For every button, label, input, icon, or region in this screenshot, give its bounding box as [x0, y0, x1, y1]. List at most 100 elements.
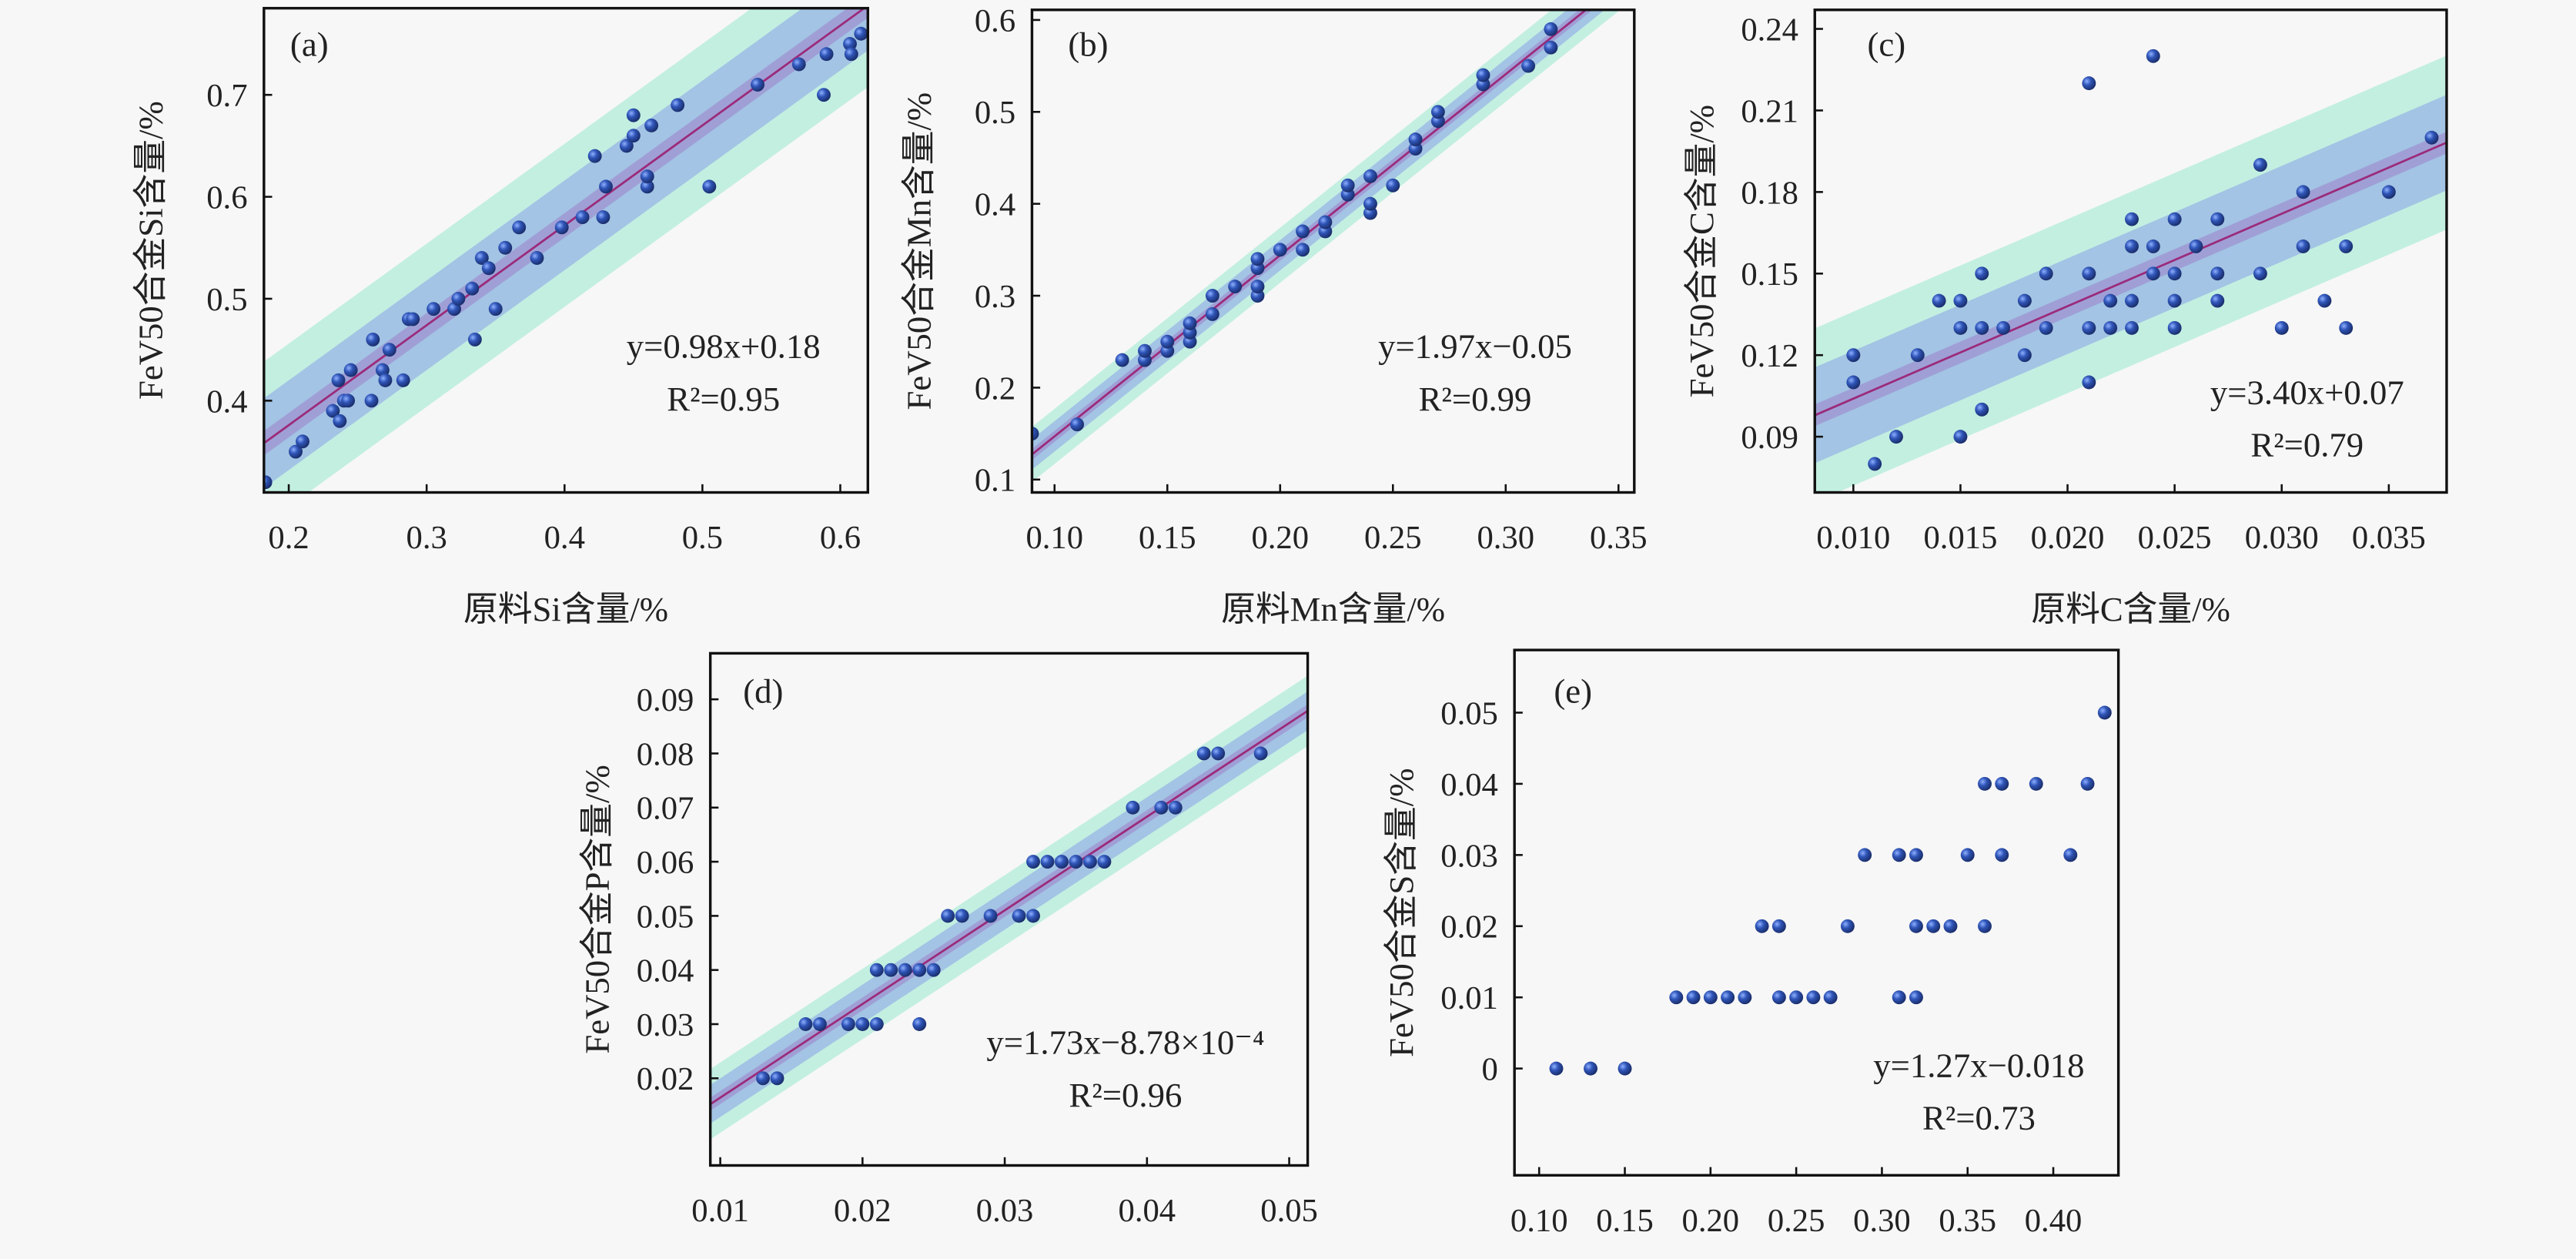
y-tick-label: 0.5 [975, 95, 1015, 131]
data-point [1097, 855, 1112, 869]
y-tick-label: 0.1 [975, 463, 1015, 499]
y-tick-label: 0.5 [206, 282, 247, 318]
data-point [1250, 252, 1265, 266]
data-point [364, 393, 379, 408]
data-point [1823, 990, 1838, 1005]
r-squared-label: R²=0.73 [1922, 1099, 2036, 1137]
plot-area [710, 675, 1308, 1140]
y-tick-label: 0.21 [1741, 93, 1798, 129]
data-point [2210, 212, 2225, 226]
plot-frame [263, 6, 869, 494]
data-point [751, 77, 764, 92]
data-point [626, 108, 641, 122]
data-point [1889, 430, 1903, 444]
y-tick-label: 0.6 [206, 179, 247, 216]
y-tick-label: 0.09 [1741, 420, 1798, 456]
data-point [1253, 746, 1268, 761]
y-tick-label: 0.4 [975, 187, 1015, 223]
data-point [770, 1071, 785, 1086]
data-point [1789, 990, 1804, 1005]
panel-label: (b) [1068, 25, 1108, 63]
data-point [1840, 919, 1855, 933]
data-point [869, 1017, 884, 1031]
y-tick-label: 0.08 [637, 736, 694, 772]
x-tick-label: 0.40 [2025, 1203, 2083, 1239]
data-point [467, 332, 482, 347]
data-point [1584, 1061, 1597, 1076]
data-point [451, 292, 466, 306]
fit-line [1032, 9, 1588, 456]
y-tick-label: 0.09 [637, 682, 694, 718]
data-point [2029, 776, 2043, 791]
x-tick-label: 0.20 [1251, 520, 1309, 556]
data-point [2125, 320, 2139, 335]
data-point [1544, 22, 1558, 36]
data-point [587, 149, 602, 163]
plot-area [263, 8, 868, 493]
data-point [1138, 343, 1152, 358]
y-tick-label: 0.04 [1440, 767, 1498, 803]
data-point [2210, 266, 2225, 281]
data-point [382, 343, 396, 357]
plot-frame [1813, 8, 2448, 494]
data-point [1032, 427, 1039, 441]
data-point [1892, 848, 1906, 862]
data-point [1806, 990, 1821, 1005]
data-point [1755, 919, 1769, 933]
data-point [1738, 990, 1752, 1005]
panel-label: (e) [1554, 671, 1592, 710]
data-point [2167, 293, 2182, 308]
data-point [1996, 320, 2011, 335]
x-tick-label: 0.02 [834, 1193, 892, 1229]
data-point [2167, 212, 2182, 226]
r-squared-label: R²=0.79 [2250, 426, 2364, 464]
data-point [498, 240, 513, 255]
y-axis-title: FeV50合金S含量/% [1382, 768, 1420, 1057]
r-squared-label: R²=0.96 [1069, 1076, 1183, 1114]
data-point [575, 210, 590, 225]
data-point [554, 220, 569, 235]
data-point [1995, 776, 2009, 791]
data-point [1211, 746, 1226, 761]
data-point [2125, 293, 2139, 308]
x-tick-label: 0.025 [2138, 520, 2212, 556]
data-point [884, 963, 898, 977]
data-point [2082, 320, 2096, 335]
data-point [855, 1017, 870, 1031]
x-tick-label: 0.30 [1477, 520, 1534, 556]
data-point [2017, 293, 2032, 308]
data-point [2253, 266, 2267, 281]
data-point [1943, 919, 1958, 933]
data-point [2082, 266, 2096, 281]
y-tick-label: 0.01 [1440, 980, 1498, 1016]
data-point [1026, 909, 1040, 923]
data-point [1978, 776, 1992, 791]
data-point [898, 963, 912, 977]
panel-d: 0.01 0.02 0.03 0.04 0.05 0.02 0.03 0.04 0.05 0.06… [577, 651, 1318, 1229]
inner-band [1556, 0, 2104, 253]
x-tick-label: 0.015 [1923, 520, 1997, 556]
data-point [1363, 169, 1377, 183]
data-point [1196, 746, 1211, 761]
data-point [791, 57, 806, 72]
inner-band [263, 8, 868, 488]
data-point [671, 98, 685, 112]
data-point [640, 169, 654, 184]
data-point [1909, 919, 1923, 933]
data-point [2339, 239, 2354, 253]
y-tick-label: 0.05 [1440, 695, 1498, 732]
y-tick-label: 0.4 [206, 383, 247, 420]
data-point [817, 88, 831, 102]
y-tick-label: 0.03 [1440, 838, 1498, 874]
data-point [1069, 855, 1083, 869]
data-point [396, 373, 410, 387]
x-tick-label: 0.03 [976, 1193, 1034, 1229]
data-point [1544, 40, 1558, 55]
data-point [2210, 293, 2225, 308]
data-point [626, 129, 641, 143]
data-point [1228, 280, 1243, 294]
data-point [843, 37, 857, 51]
y-tick-label: 0.6 [975, 3, 1015, 39]
y-axis-title: FeV50合金C含量/% [1682, 105, 1721, 397]
